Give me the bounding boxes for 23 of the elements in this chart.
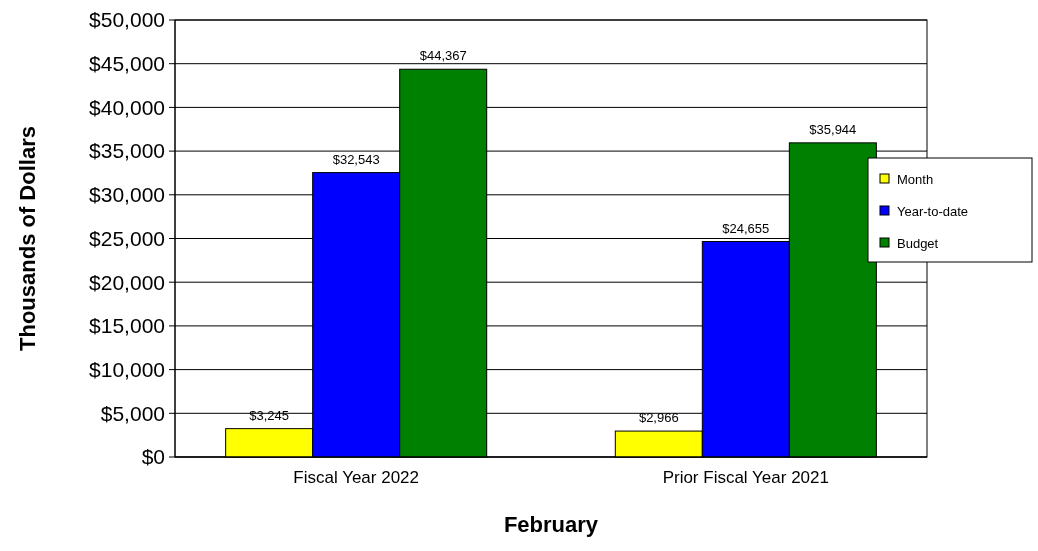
y-tick-label: $5,000 [100,401,165,425]
legend-label: Year-to-date [897,203,969,219]
y-tick-label: $10,000 [89,357,165,381]
y-tick-label: $0 [141,445,165,469]
y-tick-label: $40,000 [89,95,165,119]
data-label: $35,944 [809,121,857,137]
legend-label: Month [897,171,934,187]
y-tick-label: $50,000 [89,8,165,32]
data-label: $2,966 [638,410,679,426]
y-tick-label: $20,000 [89,270,165,294]
data-label: $44,367 [419,48,467,64]
y-tick-label: $25,000 [89,226,165,250]
legend-label: Budget [897,235,939,251]
y-tick-label: $35,000 [89,139,165,163]
x-axis-title: February [503,512,599,537]
y-tick-label: $30,000 [89,183,165,207]
y-tick-label: $45,000 [89,52,165,76]
data-label: $24,655 [722,220,770,236]
data-label: $32,543 [332,151,380,167]
x-tick-label: Prior Fiscal Year 2021 [662,468,829,487]
x-tick-label: Fiscal Year 2022 [293,468,420,487]
y-tick-label: $15,000 [89,314,165,338]
y-axis-title: Thousands of Dollars [15,126,40,351]
